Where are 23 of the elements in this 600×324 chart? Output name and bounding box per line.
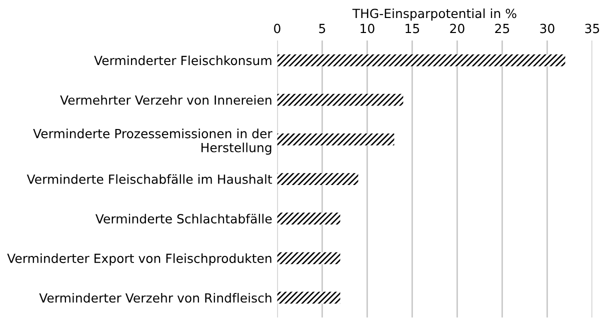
x-tick-label: 5 [319, 24, 326, 34]
x-axis-title: THG-Einsparpotential in % [352, 8, 516, 21]
x-tick-label: 35 [585, 24, 600, 34]
x-tick-label: 0 [274, 24, 280, 34]
bar [277, 94, 404, 106]
y-tick-label: Verminderter Verzehr von Rindfleisch [39, 292, 272, 303]
bar [277, 292, 340, 304]
bar [277, 173, 358, 185]
y-tick-label: Verminderter Export von Fleischprodukten [7, 253, 272, 266]
x-tick-label: 10 [360, 24, 374, 34]
y-tick-label: Verminderter Fleischkonsum [94, 56, 272, 66]
bar [277, 212, 340, 225]
x-tick-label: 30 [540, 24, 554, 34]
y-tick-label: Vermehrter Verzehr von Innereien [60, 95, 272, 105]
x-tick-label: 25 [495, 24, 510, 34]
bar [277, 252, 340, 264]
y-tick-label: Verminderte Fleischabfälle im Haushalt [26, 174, 272, 184]
bar [277, 134, 394, 146]
y-tick-label: Verminderte Prozessemissionen in der Herstellung [33, 128, 272, 155]
y-tick-label: Verminderte Schlachtabfälle [95, 214, 272, 224]
x-tick-label: 15 [406, 24, 420, 34]
bar [277, 54, 566, 66]
x-tick-label: 20 [450, 24, 464, 34]
